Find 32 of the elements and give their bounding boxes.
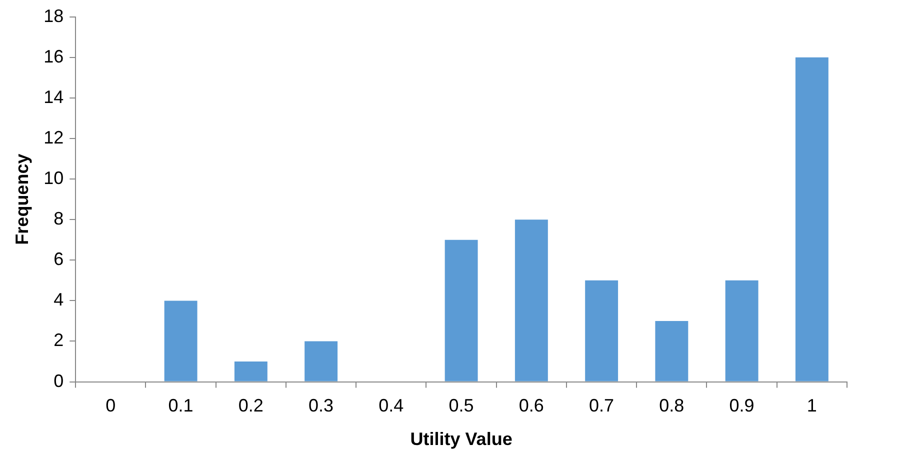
bar bbox=[725, 280, 758, 382]
bar bbox=[514, 220, 548, 382]
bar bbox=[234, 362, 268, 382]
x-tick-label: 0.6 bbox=[518, 396, 544, 416]
y-tick-label: 6 bbox=[54, 249, 64, 270]
x-tick-label: 0.2 bbox=[238, 396, 264, 416]
bar bbox=[795, 57, 828, 382]
x-tick-label: 0.4 bbox=[378, 396, 404, 416]
y-tick-label: 0 bbox=[54, 370, 64, 391]
y-tick-label: 16 bbox=[44, 46, 64, 66]
bar bbox=[444, 240, 478, 382]
x-tick-label: 1 bbox=[806, 396, 817, 416]
x-tick-label: 0.1 bbox=[168, 396, 194, 416]
y-tick-label: 4 bbox=[54, 290, 64, 310]
x-tick-label: 0.8 bbox=[659, 396, 684, 416]
y-tick-label: 14 bbox=[44, 86, 64, 107]
y-tick-label: 2 bbox=[54, 330, 64, 350]
y-tick-label: 12 bbox=[44, 127, 64, 148]
x-tick-label: 0.7 bbox=[589, 396, 614, 416]
y-tick-label: 8 bbox=[54, 208, 64, 229]
y-tick-label: 10 bbox=[44, 168, 64, 188]
y-tick-label: 18 bbox=[44, 6, 64, 26]
bar bbox=[164, 300, 198, 382]
bar bbox=[655, 320, 688, 382]
y-axis-title: Frequency bbox=[12, 154, 32, 245]
bar bbox=[585, 280, 618, 382]
x-axis-title: Utility Value bbox=[410, 429, 512, 450]
x-tick-label: 0.3 bbox=[308, 396, 334, 416]
x-tick-label: 0 bbox=[106, 396, 116, 416]
x-tick-label: 0.5 bbox=[448, 396, 474, 416]
x-tick-label: 0.9 bbox=[729, 396, 754, 416]
bar bbox=[304, 341, 338, 382]
